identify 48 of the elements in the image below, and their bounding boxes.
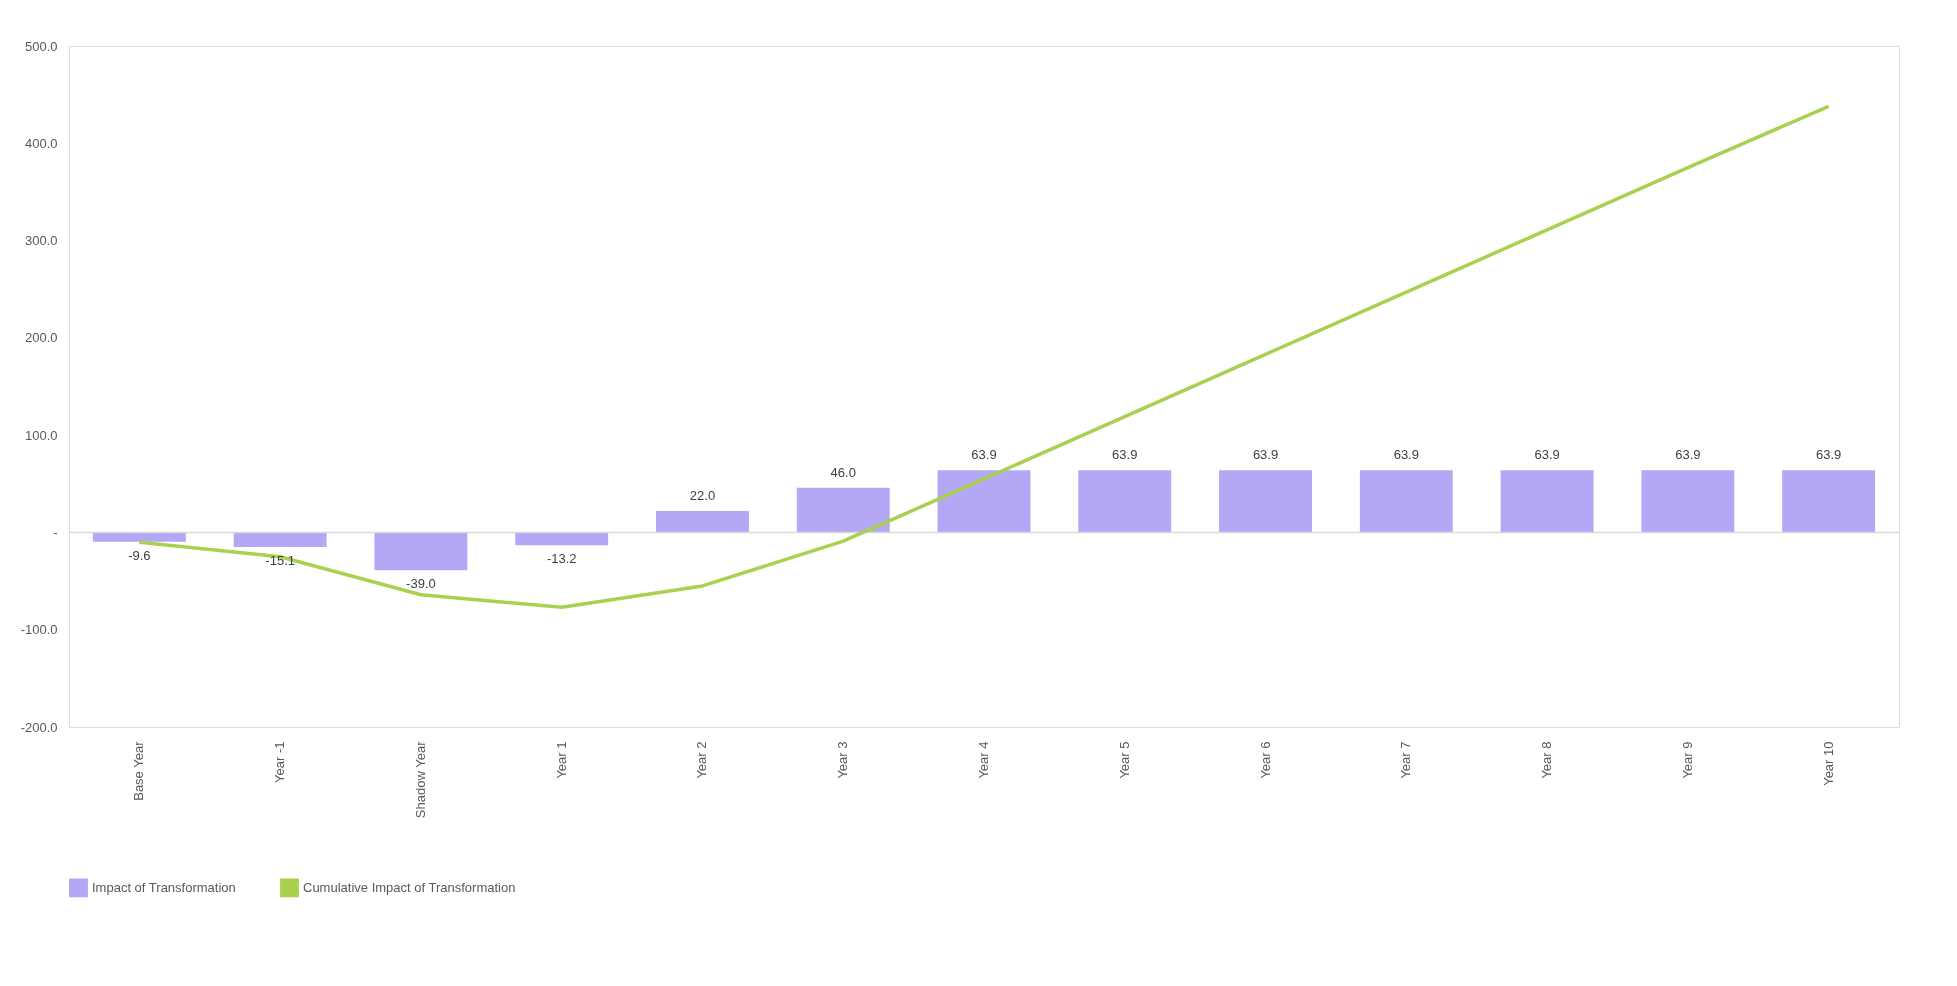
x-tick-label: Base Year — [131, 740, 147, 801]
x-tick-label: Year 8 — [1539, 741, 1555, 779]
data-label: 22.0 — [689, 488, 716, 504]
data-label: 63.9 — [1393, 447, 1419, 463]
bar — [1782, 470, 1876, 533]
bar — [796, 487, 890, 533]
data-label: -39.0 — [406, 576, 436, 592]
y-tick-label: 500.0 — [24, 38, 58, 54]
data-label: 63.9 — [971, 447, 997, 463]
bar — [374, 532, 468, 571]
x-tick-label: Year 4 — [976, 741, 991, 779]
data-label: 63.9 — [1534, 447, 1560, 463]
bar — [1641, 470, 1735, 533]
y-tick-label: 300.0 — [24, 233, 58, 249]
bar — [233, 532, 327, 548]
data-label: -9.6 — [128, 547, 151, 563]
legend-label: Cumulative Impact of Transformation — [303, 879, 516, 895]
x-tick-label: Year 3 — [835, 741, 851, 779]
legend-label: Impact of Transformation — [92, 879, 236, 895]
x-tick-label: Year 6 — [1257, 741, 1273, 779]
bar — [1500, 470, 1594, 533]
bar — [515, 532, 609, 546]
x-tick-label: Year 10 — [1820, 741, 1836, 786]
x-tick-label: Year 7 — [1398, 741, 1414, 779]
data-label: 63.9 — [1815, 447, 1842, 463]
y-tick-label: 200.0 — [24, 330, 58, 346]
bar — [1078, 470, 1172, 533]
y-tick-label: -200.0 — [20, 719, 58, 735]
data-label: -15.1 — [265, 553, 295, 569]
bar — [1219, 470, 1312, 533]
y-tick-label: 100.0 — [24, 427, 58, 443]
data-label: 63.9 — [1675, 447, 1701, 463]
x-tick-label: Year 9 — [1679, 741, 1695, 779]
x-tick-label: Year 5 — [1116, 741, 1132, 779]
bar — [656, 511, 749, 533]
bar — [937, 470, 1031, 533]
data-label: 63.9 — [1112, 447, 1138, 463]
y-tick-label: -100.0 — [20, 622, 58, 638]
data-label: 46.0 — [830, 464, 856, 480]
data-label: 63.9 — [1252, 447, 1279, 463]
x-tick-label: Shadow Year — [412, 740, 428, 819]
bar — [1359, 470, 1453, 533]
y-tick-label: 400.0 — [24, 135, 58, 151]
x-tick-label: Year 2 — [694, 741, 710, 779]
data-label: -13.2 — [546, 551, 577, 567]
y-tick-label: - — [53, 524, 58, 540]
x-tick-label: Year 1 — [553, 741, 569, 779]
x-tick-label: Year -1 — [272, 741, 288, 783]
